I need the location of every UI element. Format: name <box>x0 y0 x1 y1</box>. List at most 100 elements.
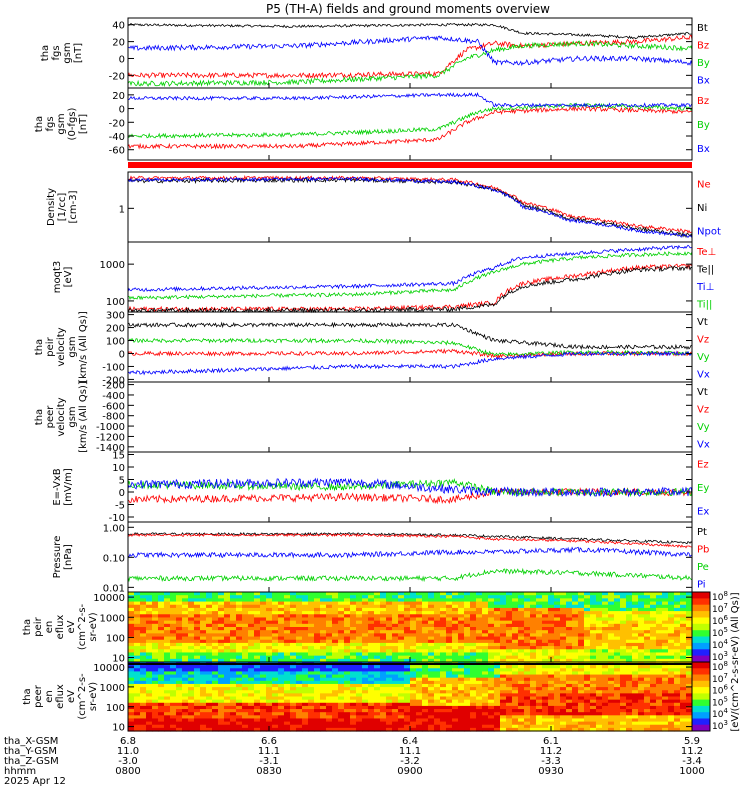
heatmap-cell <box>494 604 501 609</box>
heatmap-cell <box>326 595 333 599</box>
heatmap-cell <box>596 601 603 606</box>
heatmap-cell <box>350 633 357 638</box>
heatmap-cell <box>392 705 399 710</box>
heatmap-cell <box>644 705 651 710</box>
heatmap-cell <box>494 592 501 596</box>
heatmap-cell <box>530 592 537 596</box>
heatmap-cell <box>176 620 183 625</box>
heatmap-cell <box>452 639 459 644</box>
heatmap-cell <box>374 642 381 647</box>
colorbar-cell <box>692 662 710 669</box>
heatmap-cell <box>236 633 243 638</box>
heatmap-cell <box>680 665 687 669</box>
heatmap-cell <box>404 709 411 713</box>
heatmap-cell <box>236 674 243 679</box>
heatmap-cell <box>350 699 357 704</box>
heatmap-cell <box>428 699 435 704</box>
heatmap-cell <box>458 630 465 634</box>
heatmap-cell <box>446 649 453 654</box>
heatmap-cell <box>284 652 291 657</box>
heatmap-cell <box>158 709 165 713</box>
heatmap-cell <box>584 696 591 701</box>
heatmap-cell <box>536 702 543 707</box>
heatmap-cell <box>596 724 603 729</box>
heatmap-cell <box>314 642 321 647</box>
heatmap-cell <box>620 696 627 701</box>
heatmap-cell <box>554 595 561 599</box>
heatmap-cell <box>224 677 231 682</box>
heatmap-cell <box>278 633 285 638</box>
y-tick-label: 40 <box>112 21 125 32</box>
heatmap-cell <box>164 633 171 638</box>
heatmap-cell <box>146 687 153 691</box>
heatmap-cell <box>146 709 153 713</box>
heatmap-cell <box>314 724 321 729</box>
heatmap-cell <box>284 683 291 688</box>
heatmap-cell <box>614 721 621 726</box>
heatmap-cell <box>500 674 507 679</box>
heatmap-cell <box>248 604 255 609</box>
heatmap-cell <box>278 646 285 650</box>
heatmap-cell <box>194 683 201 688</box>
heatmap-cell <box>578 715 585 720</box>
heatmap-cell <box>662 633 669 638</box>
heatmap-cell <box>158 614 165 619</box>
series-line-Bt <box>127 22 693 40</box>
heatmap-cell <box>206 677 213 682</box>
heatmap-cell <box>308 718 315 723</box>
heatmap-cell <box>680 639 687 644</box>
heatmap-cell <box>254 639 261 644</box>
heatmap-cell <box>680 646 687 650</box>
heatmap-cell <box>182 630 189 634</box>
heatmap-cell <box>416 680 423 685</box>
heatmap-cell <box>146 607 153 612</box>
colorbar-cell <box>692 592 710 599</box>
heatmap-cell <box>296 693 303 698</box>
heatmap-cell <box>134 630 141 634</box>
heatmap-cell <box>512 617 519 622</box>
heatmap-cell <box>464 652 471 657</box>
heatmap-cell <box>128 601 135 606</box>
heatmap-cell <box>248 636 255 641</box>
heatmap-cell <box>398 712 405 716</box>
heatmap-cell <box>410 639 417 644</box>
heatmap-cell <box>404 727 411 732</box>
heatmap-cell <box>308 690 315 694</box>
heatmap-cell <box>356 718 363 723</box>
heatmap-cell <box>560 595 567 599</box>
y-axis-label: sr-eV) <box>88 682 99 711</box>
heatmap-cell <box>152 607 159 612</box>
heatmap-cell <box>206 718 213 723</box>
heatmap-cell <box>638 623 645 628</box>
heatmap-cell <box>446 655 453 660</box>
heatmap-cell <box>554 705 561 710</box>
heatmap-cell <box>146 693 153 698</box>
heatmap-cell <box>542 642 549 647</box>
heatmap-cell <box>524 646 531 650</box>
heatmap-cell <box>620 709 627 713</box>
heatmap-cell <box>170 727 177 732</box>
heatmap-cell <box>224 652 231 657</box>
heatmap-cell <box>284 687 291 691</box>
heatmap-cell <box>608 630 615 634</box>
heatmap-cell <box>344 646 351 650</box>
heatmap-cell <box>218 709 225 713</box>
heatmap-cell <box>428 601 435 606</box>
heatmap-cell <box>236 649 243 654</box>
heatmap-cell <box>668 649 675 654</box>
heatmap-cell <box>584 658 591 663</box>
heatmap-cell <box>152 627 159 631</box>
heatmap-cell <box>494 693 501 698</box>
heatmap-cell <box>452 617 459 622</box>
heatmap-cell <box>398 674 405 679</box>
heatmap-cell <box>428 683 435 688</box>
heatmap-cell <box>236 721 243 726</box>
heatmap-cell <box>656 696 663 701</box>
heatmap-cell <box>596 712 603 716</box>
heatmap-cell <box>140 718 147 723</box>
heatmap-cell <box>302 724 309 729</box>
heatmap-cell <box>518 709 525 713</box>
heatmap-cell <box>398 665 405 669</box>
heatmap-cell <box>146 617 153 622</box>
heatmap-cell <box>680 614 687 619</box>
